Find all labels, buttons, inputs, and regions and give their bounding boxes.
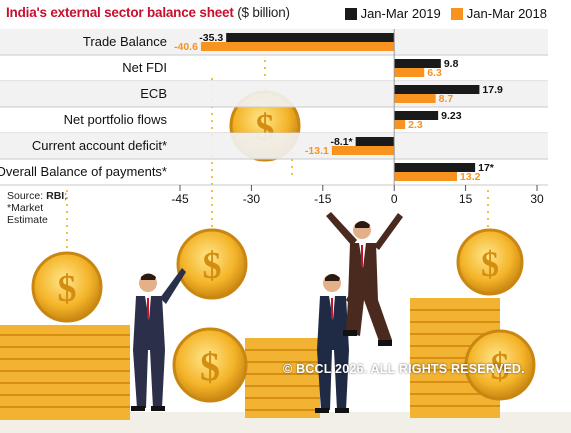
data-label: -8.1* xyxy=(330,136,353,148)
source-line: Source: RBI; xyxy=(7,190,68,202)
tick-label: -45 xyxy=(171,192,189,206)
data-label: 13.2 xyxy=(460,171,481,183)
legend-item-2018: Jan-Mar 2018 xyxy=(450,6,547,21)
bar xyxy=(394,94,436,103)
svg-text:$: $ xyxy=(200,344,220,389)
copyright-watermark: © BCCL 2026. ALL RIGHTS RESERVED. xyxy=(283,362,525,376)
data-label: -35.3 xyxy=(199,32,223,44)
data-label: 6.3 xyxy=(427,67,442,79)
data-label: 17.9 xyxy=(482,84,503,96)
legend-label-2019: Jan-Mar 2019 xyxy=(360,6,441,21)
bar xyxy=(200,42,395,51)
footnote-line-1: *Market xyxy=(7,202,44,214)
coin-icon: $ xyxy=(464,329,536,401)
bar xyxy=(394,111,439,120)
row-band xyxy=(0,133,548,159)
chart-title: India's external sector balance sheet ($… xyxy=(6,5,290,20)
bar xyxy=(394,59,441,68)
category-label: Current account deficit* xyxy=(32,138,167,153)
source-name: RBI xyxy=(46,190,65,202)
businessman-left-figure xyxy=(131,268,186,411)
bar xyxy=(394,163,476,172)
bar xyxy=(394,172,458,181)
data-label: 9.8 xyxy=(444,58,459,70)
category-label: Overall Balance of payments* xyxy=(0,164,167,179)
legend: Jan-Mar 2019 Jan-Mar 2018 xyxy=(344,6,547,21)
title-text: India's external sector balance sheet xyxy=(6,5,234,20)
data-label: 9.23 xyxy=(441,110,462,122)
data-label: -13.1 xyxy=(305,145,329,157)
bar xyxy=(394,85,480,94)
svg-text:$: $ xyxy=(481,244,499,284)
legend-swatch-2019 xyxy=(344,7,357,20)
footnote-line-2: Estimate xyxy=(7,214,48,226)
bar xyxy=(331,146,395,155)
tick-label: -15 xyxy=(314,192,332,206)
businessman-jumping-figure xyxy=(326,212,403,346)
data-label: 2.3 xyxy=(408,119,423,131)
bar xyxy=(394,68,425,77)
tick-label: 30 xyxy=(530,192,544,206)
data-label: 8.7 xyxy=(439,93,454,105)
category-label: ECB xyxy=(140,86,167,101)
svg-text:$: $ xyxy=(58,268,77,310)
category-label: Net FDI xyxy=(122,60,167,75)
category-label: Trade Balance xyxy=(83,34,167,49)
data-label: 17* xyxy=(478,162,495,174)
title-unit: ($ billion) xyxy=(237,5,290,20)
svg-text:$: $ xyxy=(491,346,510,388)
bar xyxy=(394,120,406,129)
coin-stack-left xyxy=(0,325,130,420)
data-label: -40.6 xyxy=(174,41,198,53)
tick-label: -30 xyxy=(243,192,261,206)
category-label: Net portfolio flows xyxy=(64,112,168,127)
source-label: Source: xyxy=(7,190,44,202)
legend-label-2018: Jan-Mar 2018 xyxy=(466,6,547,21)
coin-icon: $ xyxy=(456,228,524,296)
coin-icon: $ xyxy=(31,251,103,323)
coin-icon: $ xyxy=(172,327,248,403)
bar xyxy=(355,137,395,146)
source-note: Source: RBI; *Market Estimate xyxy=(7,190,67,226)
legend-item-2019: Jan-Mar 2019 xyxy=(344,6,441,21)
tick-label: 15 xyxy=(459,192,473,206)
svg-text:$: $ xyxy=(203,245,222,287)
tick-label: 0 xyxy=(391,192,398,206)
bar xyxy=(226,33,395,42)
coin-stack-middle xyxy=(245,338,320,418)
coin-icon: $ xyxy=(176,228,248,300)
legend-swatch-2018 xyxy=(450,7,463,20)
businessman-middle-figure xyxy=(315,274,362,413)
